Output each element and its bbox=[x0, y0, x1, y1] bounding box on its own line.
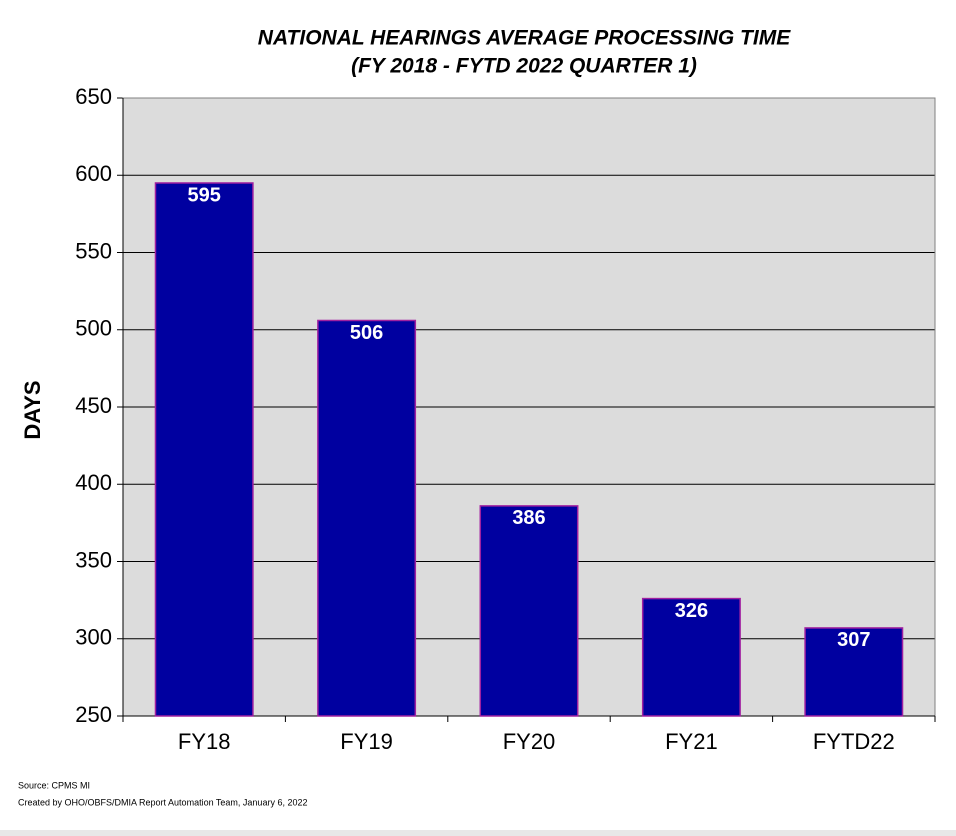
data-label: 326 bbox=[675, 600, 708, 622]
y-axis-label: DAYS bbox=[20, 380, 45, 439]
y-tick-label: 600 bbox=[75, 161, 112, 186]
y-tick-label: 400 bbox=[75, 470, 112, 495]
y-tick-label: 300 bbox=[75, 625, 112, 650]
data-label: 506 bbox=[350, 322, 383, 344]
x-tick-label: FY18 bbox=[178, 729, 231, 754]
bar bbox=[317, 319, 417, 717]
bar bbox=[641, 597, 741, 717]
source-note: Source: CPMS MI bbox=[18, 780, 90, 790]
y-tick-label: 350 bbox=[75, 547, 112, 572]
data-label: 307 bbox=[837, 629, 870, 651]
x-tick-label: FY19 bbox=[340, 729, 393, 754]
data-label: 595 bbox=[188, 184, 221, 206]
bar bbox=[154, 182, 254, 717]
x-tick-label: FYTD22 bbox=[813, 729, 895, 754]
y-tick-label: 500 bbox=[75, 316, 112, 341]
y-tick-label: 450 bbox=[75, 393, 112, 418]
bar bbox=[804, 627, 904, 717]
y-tick-label: 650 bbox=[75, 84, 112, 109]
x-tick-label: FY21 bbox=[665, 729, 718, 754]
data-label: 386 bbox=[512, 507, 545, 529]
chart-subtitle: (FY 2018 - FYTD 2022 QUARTER 1) bbox=[351, 55, 697, 78]
x-tick-label: FY20 bbox=[503, 729, 556, 754]
y-tick-label: 250 bbox=[75, 702, 112, 727]
bar bbox=[479, 505, 579, 717]
credit-note: Created by OHO/OBFS/DMIA Report Automati… bbox=[18, 797, 307, 807]
bottom-strip bbox=[0, 830, 956, 836]
chart-title: NATIONAL HEARINGS AVERAGE PROCESSING TIM… bbox=[258, 27, 791, 50]
y-tick-label: 550 bbox=[75, 238, 112, 263]
